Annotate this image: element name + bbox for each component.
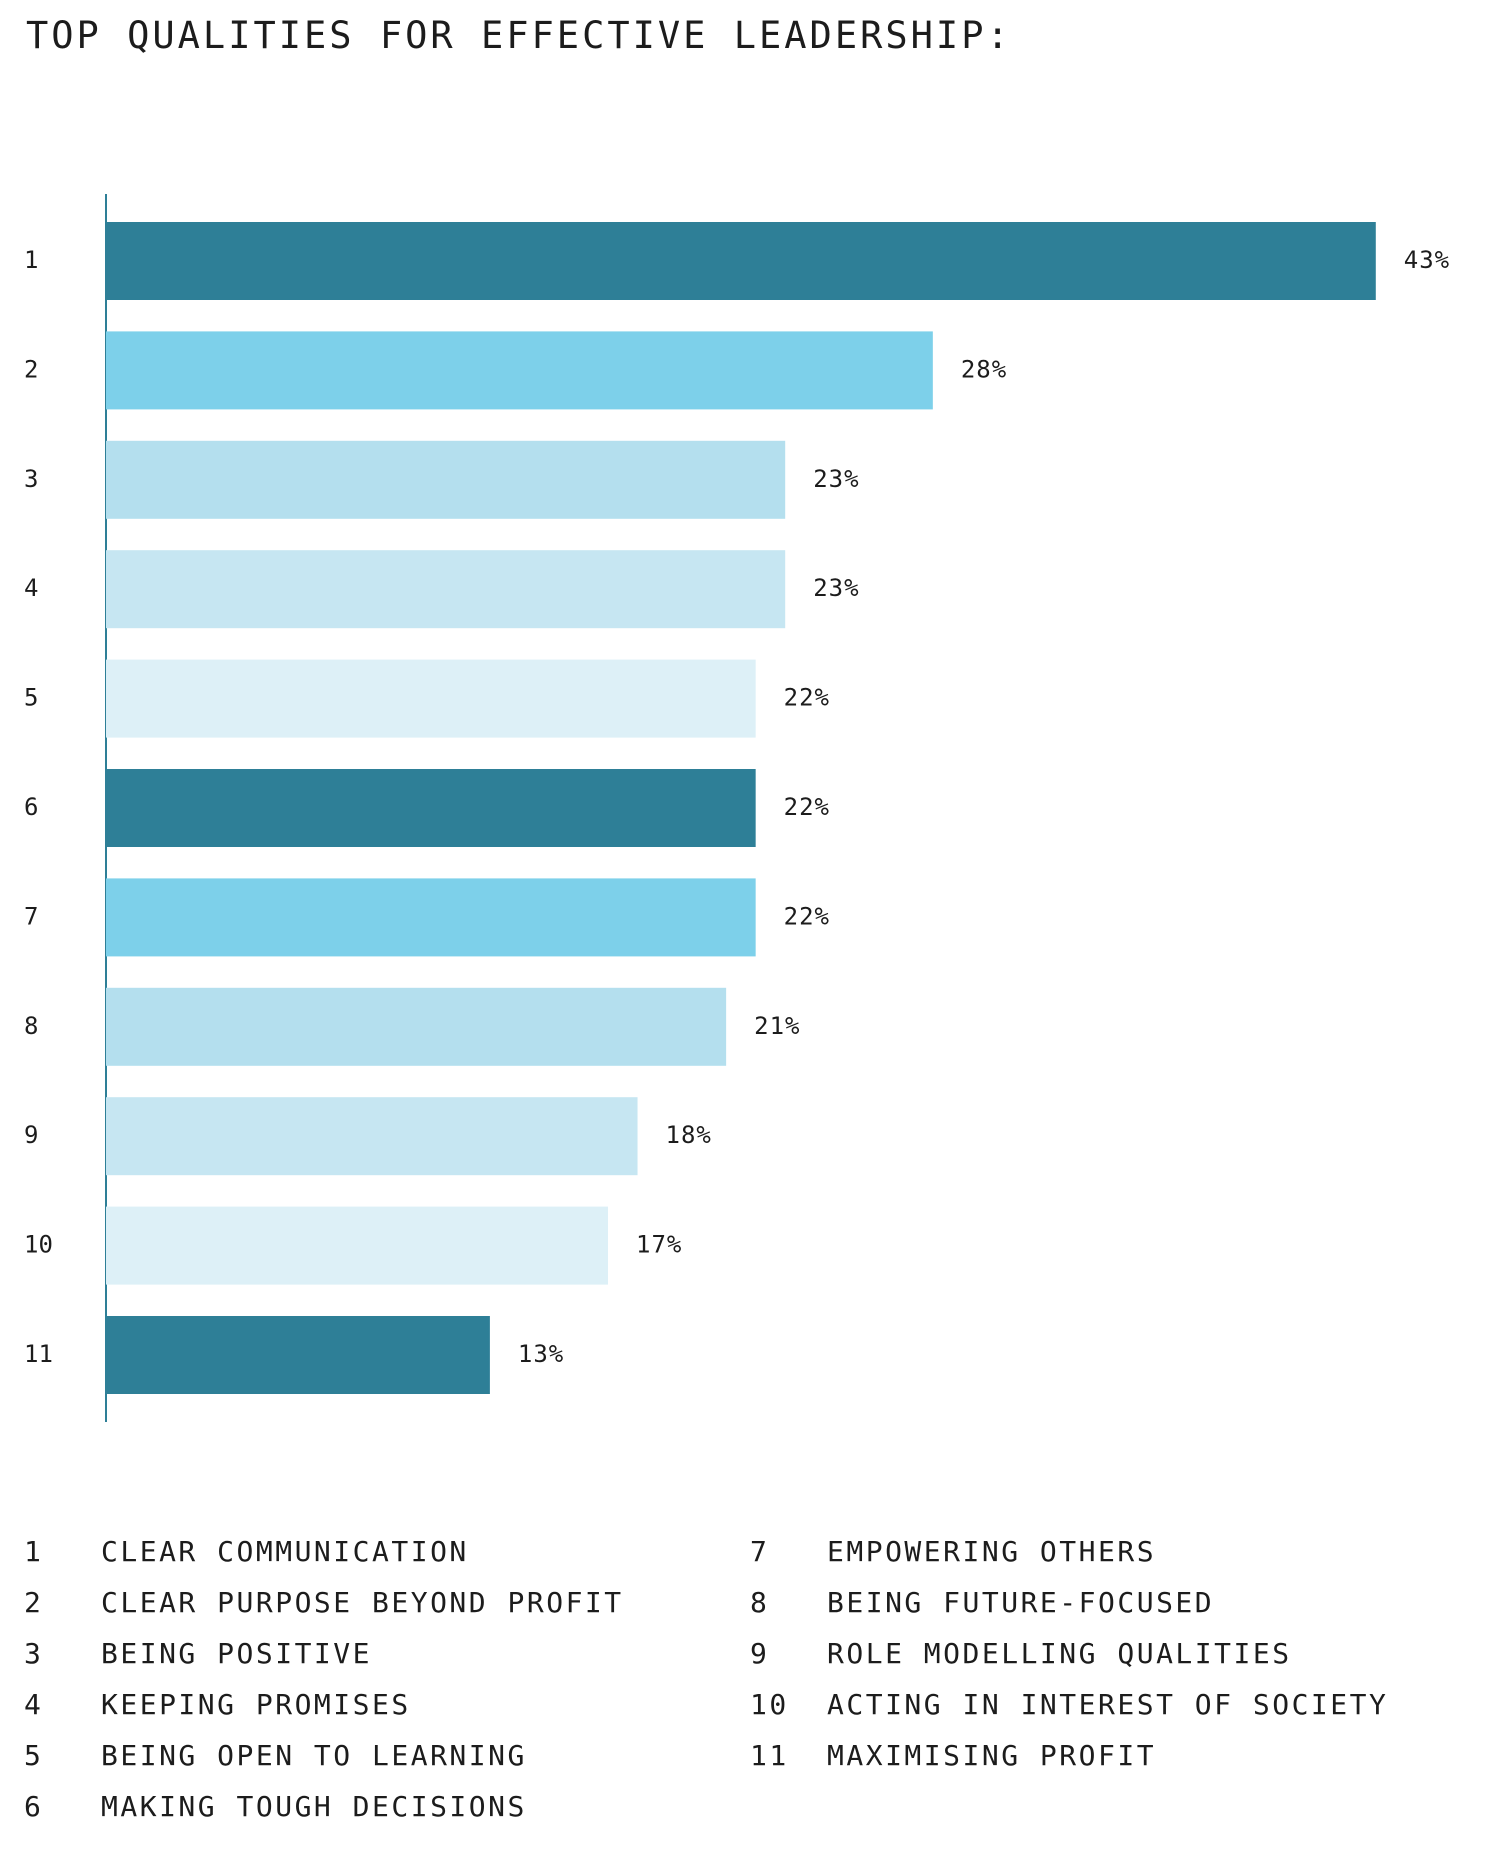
value-label-3: 23%: [813, 465, 859, 493]
legend-label: EMPOWERING OTHERS: [827, 1535, 1157, 1568]
legend-label: ACTING IN INTEREST OF SOCIETY: [827, 1688, 1389, 1721]
bar-3: [106, 440, 786, 519]
legend-label: MAKING TOUGH DECISIONS: [101, 1790, 527, 1823]
category-label-2: 2: [24, 355, 38, 383]
category-label-10: 10: [24, 1231, 53, 1259]
bar-10: [106, 1206, 609, 1285]
category-label-1: 1: [24, 246, 38, 274]
category-label-9: 9: [24, 1121, 38, 1149]
bar-2: [106, 331, 933, 410]
legend-number: 10: [750, 1688, 789, 1721]
chart-title: TOP QUALITIES FOR EFFECTIVE LEADERSHIP:: [26, 14, 1012, 57]
legend-label: BEING POSITIVE: [101, 1637, 373, 1670]
category-label-5: 5: [24, 684, 38, 712]
value-label-1: 43%: [1404, 246, 1450, 274]
value-label-6: 22%: [784, 793, 830, 821]
bar-11: [106, 1316, 490, 1394]
legend-label: ROLE MODELLING QUALITIES: [827, 1637, 1292, 1670]
legend-label: CLEAR COMMUNICATION: [101, 1535, 469, 1568]
category-label-3: 3: [24, 465, 38, 493]
value-label-10: 17%: [636, 1231, 682, 1259]
bar-5: [106, 659, 756, 738]
legend-number: 5: [24, 1739, 44, 1772]
value-label-5: 22%: [784, 684, 830, 712]
legend-number: 3: [24, 1637, 44, 1670]
bar-chart: 1 43% 2 28% 3 23% 4 23% 5 22% 6 22% 7 22% 8 21% 9 18% 10 17…: [24, 194, 1450, 1422]
category-label-6: 6: [24, 793, 38, 821]
bar-1: [106, 222, 1376, 300]
legend-label: BEING FUTURE-FOCUSED: [827, 1586, 1215, 1619]
legend-number: 9: [750, 1637, 770, 1670]
value-label-7: 22%: [784, 902, 830, 930]
bar-9: [106, 1097, 638, 1176]
legend-number: 8: [750, 1586, 770, 1619]
category-label-7: 7: [24, 902, 38, 930]
legend-label: BEING OPEN TO LEARNING: [101, 1739, 527, 1772]
value-label-2: 28%: [961, 355, 1007, 383]
value-label-4: 23%: [813, 574, 859, 602]
bar-6: [106, 769, 756, 847]
category-label-11: 11: [24, 1340, 53, 1368]
bar-7: [106, 878, 756, 957]
value-label-8: 21%: [754, 1012, 800, 1040]
value-label-11: 13%: [518, 1340, 564, 1368]
bar-8: [106, 987, 727, 1066]
bar-4: [106, 550, 786, 629]
legend-label: CLEAR PURPOSE BEYOND PROFIT: [101, 1586, 624, 1619]
legend-label: MAXIMISING PROFIT: [827, 1739, 1157, 1772]
legend-number: 6: [24, 1790, 44, 1823]
legend-number: 1: [24, 1535, 44, 1568]
legend-number: 11: [750, 1739, 789, 1772]
legend-number: 7: [750, 1535, 770, 1568]
category-label-4: 4: [24, 574, 38, 602]
legend-label: KEEPING PROMISES: [101, 1688, 411, 1721]
legend-number: 4: [24, 1688, 44, 1721]
category-label-8: 8: [24, 1012, 38, 1040]
value-label-9: 18%: [666, 1121, 712, 1149]
legend-number: 2: [24, 1586, 44, 1619]
